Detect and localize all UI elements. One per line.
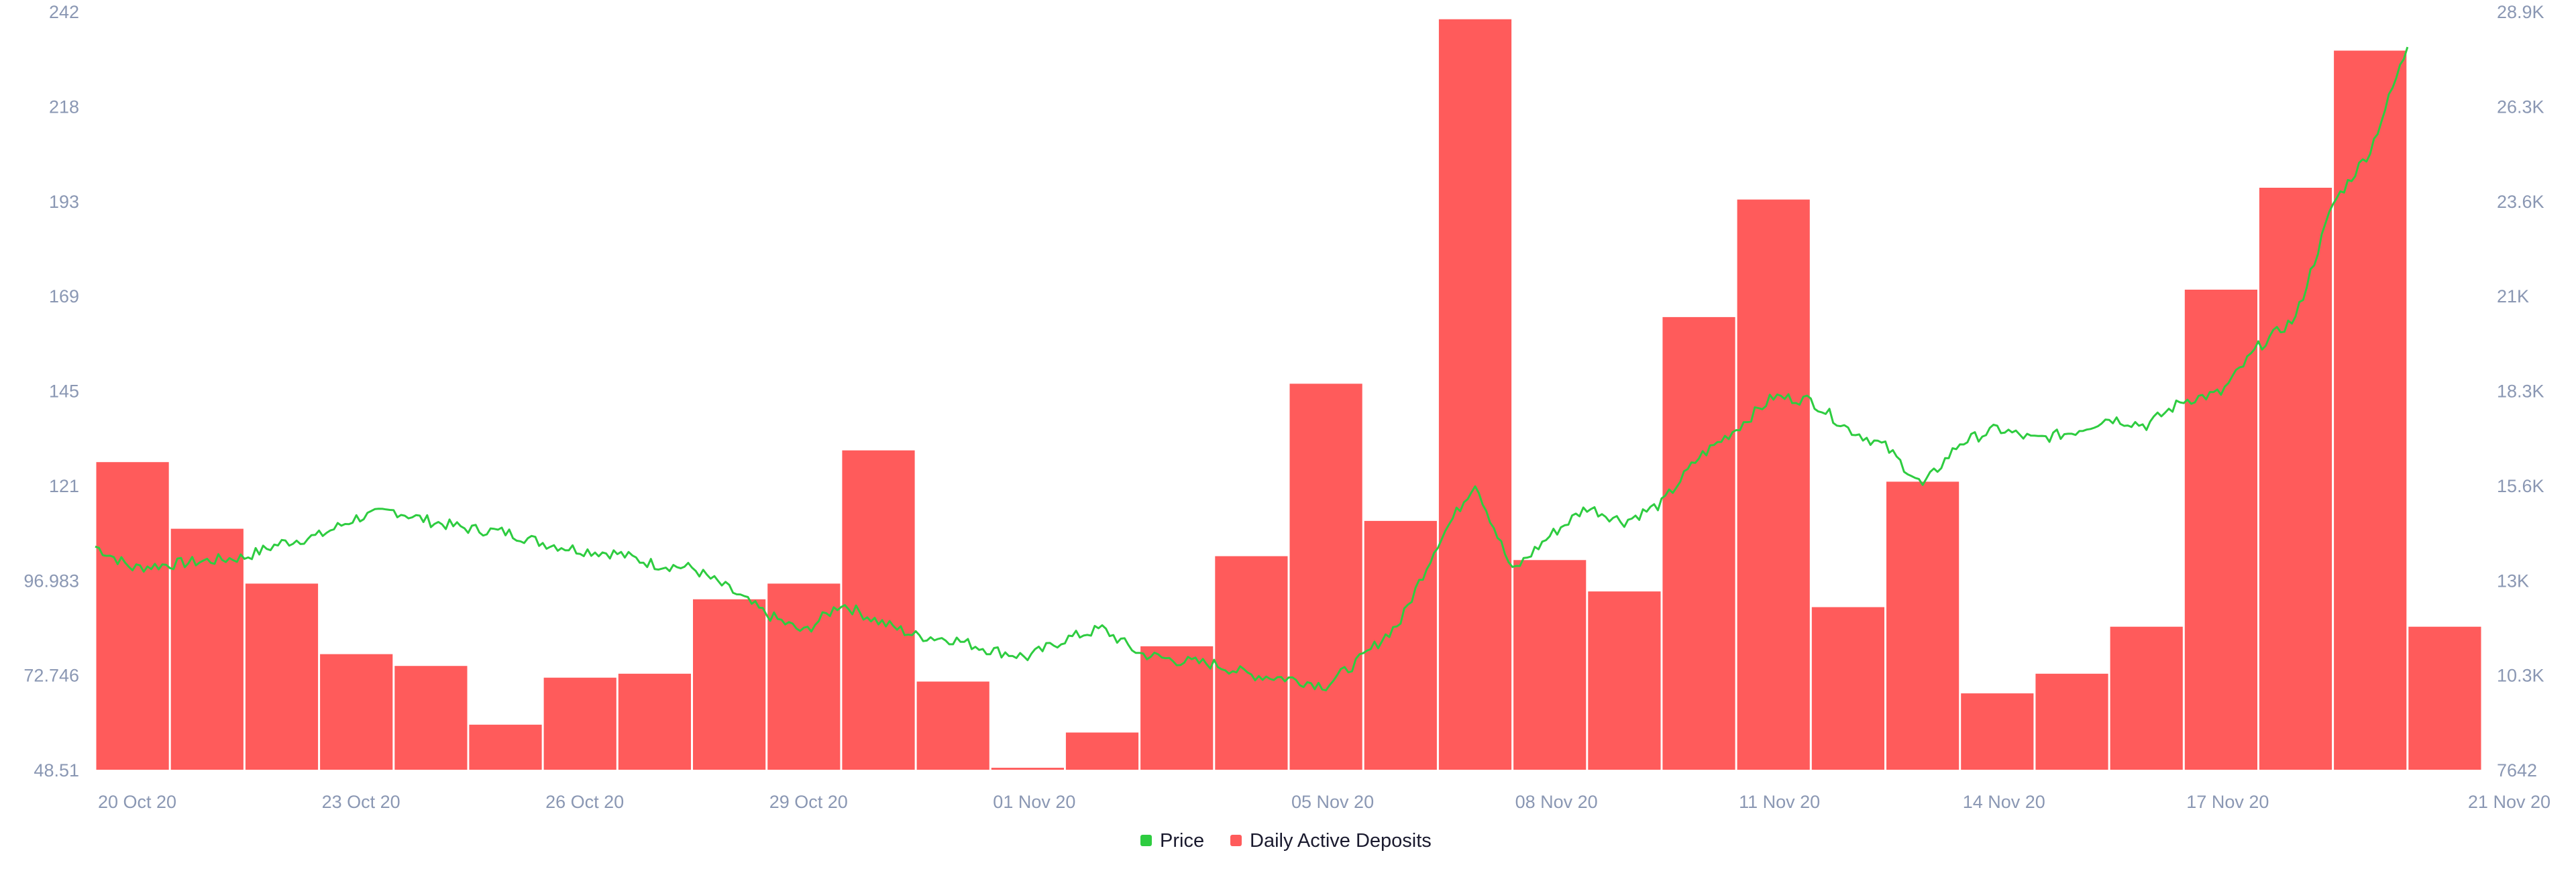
deposit-bar[interactable] — [2184, 290, 2257, 770]
deposit-bar[interactable] — [394, 666, 468, 770]
deposit-bar[interactable] — [2408, 626, 2481, 770]
right-axis-tick-label: 18.3K — [2497, 382, 2544, 402]
left-axis-tick-label: 145 — [49, 382, 79, 402]
deposit-bar[interactable] — [767, 583, 841, 770]
legend-price-swatch[interactable] — [1140, 835, 1152, 846]
deposit-bar[interactable] — [245, 583, 319, 770]
x-axis-tick-label: 01 Nov 20 — [993, 792, 1075, 812]
deposit-bar[interactable] — [1065, 732, 1139, 770]
legend-deposits-label[interactable]: Daily Active Deposits — [1250, 830, 1432, 852]
deposit-bar[interactable] — [1811, 607, 1884, 770]
deposit-bar[interactable] — [1140, 646, 1214, 770]
deposit-bar[interactable] — [991, 768, 1064, 770]
legend-price-label[interactable]: Price — [1160, 830, 1204, 852]
left-axis-tick-label: 96.983 — [23, 571, 79, 591]
deposit-bar[interactable] — [1513, 560, 1587, 770]
deposit-bar[interactable] — [469, 724, 542, 770]
deposit-bar[interactable] — [1737, 199, 1810, 770]
legend-deposits-swatch[interactable] — [1230, 835, 1242, 846]
deposit-bar[interactable] — [2035, 673, 2108, 770]
deposit-bar[interactable] — [1886, 481, 1960, 770]
deposit-bar[interactable] — [96, 462, 169, 770]
deposit-bar[interactable] — [618, 673, 691, 770]
deposit-bar[interactable] — [543, 677, 616, 770]
price-line[interactable] — [95, 46, 2409, 692]
deposit-bar[interactable] — [842, 450, 915, 770]
left-y-axis: 48.51 72.746 96.983 121 145 169 193 218 242 — [23, 2, 79, 780]
left-axis-tick-label: 193 — [49, 192, 79, 212]
x-axis-tick-label: 23 Oct 20 — [322, 792, 400, 812]
x-axis-tick-label: 20 Oct 20 — [98, 792, 176, 812]
left-axis-tick-label: 169 — [49, 286, 79, 306]
deposit-bar[interactable] — [1961, 693, 2034, 770]
right-axis-tick-label: 26.3K — [2497, 97, 2544, 117]
deposit-bar[interactable] — [1662, 316, 1735, 770]
x-axis-tick-label: 05 Nov 20 — [1291, 792, 1374, 812]
x-axis-tick-label: 26 Oct 20 — [545, 792, 624, 812]
left-axis-tick-label: 242 — [49, 2, 79, 22]
x-axis: 20 Oct 20 23 Oct 20 26 Oct 20 29 Oct 20 01 N… — [98, 792, 2551, 812]
deposit-bar[interactable] — [2334, 50, 2407, 770]
deposit-bar[interactable] — [1438, 19, 1512, 770]
x-axis-tick-label: 17 Nov 20 — [2186, 792, 2269, 812]
right-axis-tick-label: 21K — [2497, 286, 2529, 306]
deposit-bar[interactable] — [1215, 556, 1288, 770]
left-axis-tick-label: 218 — [49, 97, 79, 117]
x-axis-tick-label: 29 Oct 20 — [769, 792, 848, 812]
deposit-bar[interactable] — [320, 654, 393, 770]
deposit-bar[interactable] — [1289, 384, 1362, 770]
right-y-axis: 7642 10.3K 13K 15.6K 18.3K 21K 23.6K 26.3K 28.9K — [2497, 2, 2544, 780]
price-line-layer — [95, 46, 2409, 692]
left-axis-tick-label: 121 — [49, 476, 79, 496]
left-axis-tick-label: 72.746 — [23, 666, 79, 686]
right-axis-tick-label: 23.6K — [2497, 192, 2544, 212]
deposit-bar[interactable] — [170, 528, 244, 770]
deposit-bar[interactable] — [916, 681, 989, 770]
right-axis-tick-label: 10.3K — [2497, 666, 2544, 686]
deposits-bars — [96, 19, 2481, 770]
x-axis-tick-label: 11 Nov 20 — [1739, 792, 1820, 812]
x-axis-tick-label: 21 Nov 20 — [2468, 792, 2551, 812]
right-axis-tick-label: 13K — [2497, 571, 2529, 591]
left-axis-tick-label: 48.51 — [34, 760, 79, 780]
deposit-bar[interactable] — [2259, 188, 2332, 770]
deposit-bar[interactable] — [1364, 520, 1437, 770]
right-axis-tick-label: 15.6K — [2497, 476, 2544, 496]
x-axis-tick-label: 14 Nov 20 — [1963, 792, 2045, 812]
legend: Price Daily Active Deposits — [1140, 830, 1432, 852]
x-axis-tick-label: 08 Nov 20 — [1515, 792, 1598, 812]
deposit-bar[interactable] — [693, 599, 766, 770]
deposit-bar[interactable] — [2110, 626, 2183, 770]
right-axis-tick-label: 28.9K — [2497, 2, 2544, 22]
right-axis-tick-label: 7642 — [2497, 760, 2537, 780]
deposit-bar[interactable] — [1588, 591, 1661, 770]
